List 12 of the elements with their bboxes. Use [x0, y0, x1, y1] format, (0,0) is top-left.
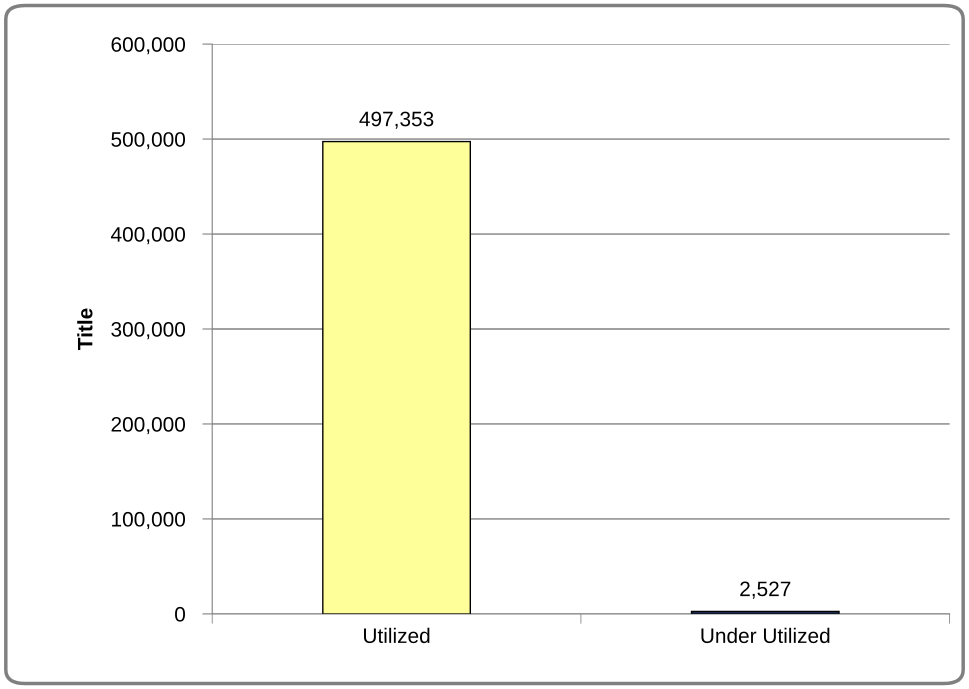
data-label: 2,527 — [740, 582, 790, 599]
y-axis-title: Title — [77, 308, 93, 350]
data-label: 497,353 — [359, 112, 434, 129]
y-tick-label: 400,000 — [111, 227, 186, 244]
y-tick-label: 100,000 — [112, 512, 186, 530]
x-tick-label: Under Utilized — [701, 628, 830, 644]
y-tick-label: 0 — [175, 606, 186, 622]
y-tick-label: 500,000 — [111, 132, 186, 150]
y-tick-label: 300,000 — [111, 322, 186, 340]
y-tick-label: 600,000 — [112, 37, 186, 54]
x-tick-label: Utilized — [364, 628, 430, 644]
y-tick-label: 200,000 — [112, 416, 186, 434]
